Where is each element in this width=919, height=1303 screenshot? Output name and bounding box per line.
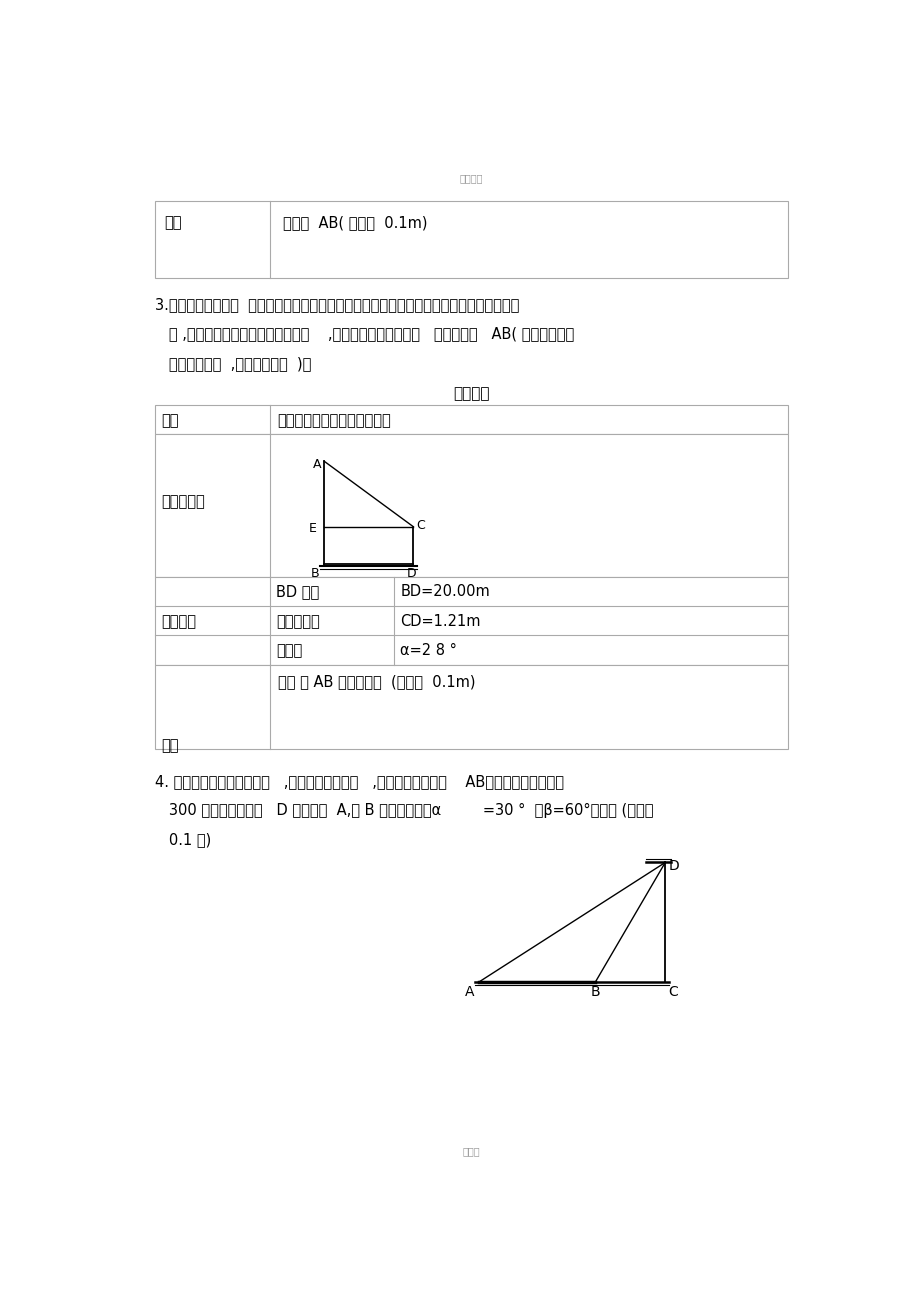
Text: D: D bbox=[668, 860, 679, 873]
Text: B: B bbox=[590, 985, 600, 999]
Text: C: C bbox=[416, 519, 425, 532]
Text: A: A bbox=[313, 459, 322, 472]
Text: 旗杆 高 AB 的计算过程  (精确到  0.1m): 旗杆 高 AB 的计算过程 (精确到 0.1m) bbox=[278, 674, 475, 689]
Text: 倾斜角: 倾斜角 bbox=[276, 642, 302, 658]
Text: A: A bbox=[465, 985, 474, 999]
Text: B: B bbox=[310, 567, 319, 580]
Bar bbox=[155, 405, 787, 434]
Bar bbox=[155, 665, 787, 749]
Text: 测量数据: 测量数据 bbox=[162, 615, 197, 629]
Text: 可编辑: 可编辑 bbox=[462, 1145, 480, 1156]
Text: 0.1 米): 0.1 米) bbox=[155, 833, 211, 847]
Bar bbox=[155, 434, 787, 577]
Text: 课题: 课题 bbox=[162, 413, 179, 427]
Text: 3.学习完本节内容后  ，某校九年级数学老师布置一道利用测倾器测量学校旗杆高度的活动课: 3.学习完本节内容后 ，某校九年级数学老师布置一道利用测倾器测量学校旗杆高度的活… bbox=[155, 297, 519, 313]
Text: 4. 某市为促进本地经济发展   ,计划修建跨河大桥   ,需要测出河的宽度    AB，在河边一座高度为: 4. 某市为促进本地经济发展 ,计划修建跨河大桥 ,需要测出河的宽度 AB，在河… bbox=[155, 774, 563, 788]
Text: α=2 8 °: α=2 8 ° bbox=[400, 642, 457, 658]
Text: 计算: 计算 bbox=[162, 737, 179, 753]
Text: BD=20.00m: BD=20.00m bbox=[400, 585, 490, 599]
Text: 活动报告: 活动报告 bbox=[453, 386, 489, 401]
Text: CD=1.21m: CD=1.21m bbox=[400, 614, 481, 629]
Text: 测量示意图: 测量示意图 bbox=[162, 494, 205, 509]
Text: D: D bbox=[407, 567, 416, 580]
Text: 计算: 计算 bbox=[165, 215, 182, 229]
Text: 测倾器的高: 测倾器的高 bbox=[276, 614, 320, 629]
Text: E: E bbox=[309, 523, 316, 536]
Bar bbox=[155, 577, 787, 665]
Bar bbox=[155, 201, 787, 278]
Text: 题 ,下表是小明同学填写的活动报告    ,请你根据有关测量数据   ，求旗杆高   AB( 计算过程填在: 题 ,下表是小明同学填写的活动报告 ,请你根据有关测量数据 ，求旗杆高 AB( … bbox=[155, 327, 574, 341]
Text: 利用测倾器测量学校旗杆的高: 利用测倾器测量学校旗杆的高 bbox=[278, 413, 391, 427]
Text: C: C bbox=[667, 985, 677, 999]
Text: 300 米的山顶观测点   D 处测得点  A,点 B 的俯角分别为α         =30 °  ，β=60°的宽度 (精确到: 300 米的山顶观测点 D 处测得点 A,点 B 的俯角分别为α =30 ° ，… bbox=[155, 803, 653, 818]
Text: 精品教案: 精品教案 bbox=[460, 173, 482, 184]
Text: 旗杆高  AB( 精确到  0.1m): 旗杆高 AB( 精确到 0.1m) bbox=[283, 215, 427, 229]
Text: 下表计算栏内  ,用计算器计算  )。: 下表计算栏内 ,用计算器计算 )。 bbox=[155, 356, 312, 371]
Text: BD 的长: BD 的长 bbox=[276, 585, 319, 599]
